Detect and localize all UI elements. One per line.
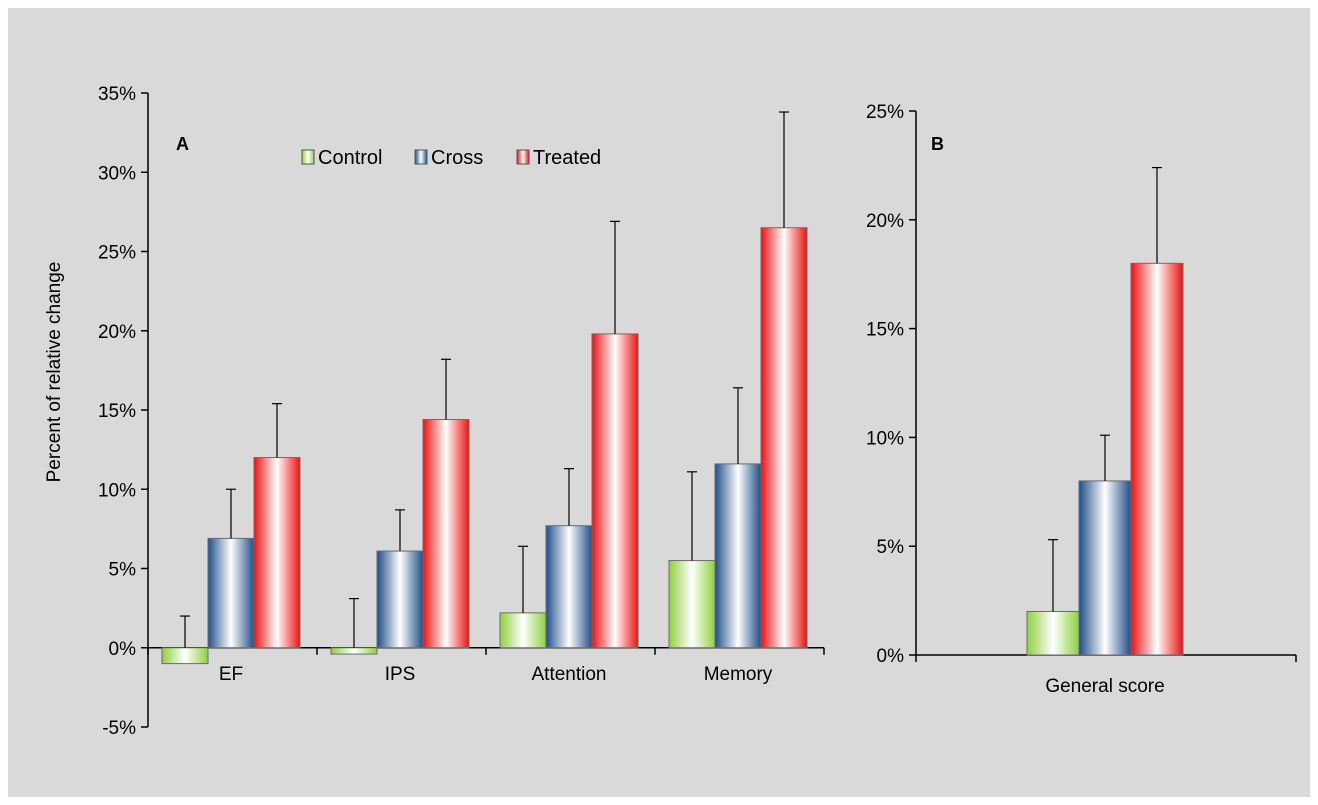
panel-a-bar-control bbox=[161, 647, 209, 665]
panel-b-y-tick-label: 25% bbox=[866, 102, 904, 123]
panel-b-chart: B 0% 5% 10% 15% 20% 25% General score bbox=[866, 102, 1297, 697]
legend-swatch-treated bbox=[516, 149, 530, 165]
chart-background bbox=[8, 8, 1310, 797]
panel-b-y-tick-label: 5% bbox=[877, 537, 905, 558]
legend-swatch-control bbox=[301, 149, 315, 165]
y-axis-title: Percent of relative change bbox=[44, 262, 65, 483]
legend-swatch-cross bbox=[414, 149, 428, 165]
panel-a-bar-cross bbox=[376, 550, 424, 649]
legend: Control Cross Treated bbox=[301, 147, 601, 169]
legend-label-control: Control bbox=[318, 147, 382, 169]
panel-b-bar-treated bbox=[1130, 262, 1184, 656]
panel-b-y-tick-label: 0% bbox=[877, 646, 905, 667]
panel-a-y-tick-label: 15% bbox=[98, 401, 136, 422]
panel-b-label: B bbox=[931, 134, 944, 154]
legend-label-treated: Treated bbox=[533, 147, 601, 169]
panel-a-label: A bbox=[176, 134, 189, 154]
panel-a-bar-treated bbox=[760, 227, 808, 649]
panel-a-y-tick-label: 20% bbox=[98, 322, 136, 343]
panel-b-bar-cross bbox=[1078, 480, 1132, 656]
panel-a-category-label: Memory bbox=[704, 664, 773, 685]
panel-a-bar-control bbox=[330, 647, 378, 655]
panel-b-y-tick-label: 15% bbox=[866, 320, 904, 341]
panel-a-chart: A Percent of relative change Control Cro… bbox=[44, 84, 825, 739]
panel-a-bar-cross bbox=[714, 463, 762, 649]
panel-a-category-label: EF bbox=[219, 664, 243, 685]
panel-b-y-tick-label: 10% bbox=[866, 428, 904, 449]
panel-a-y-tick-label: 0% bbox=[109, 639, 137, 660]
panel-a-category-label: IPS bbox=[385, 664, 416, 685]
panel-b-category-label: General score bbox=[1045, 676, 1164, 697]
panel-a-bar-treated bbox=[422, 419, 470, 649]
panel-a-y-tick-label: -5% bbox=[102, 718, 136, 739]
panel-a-bar-treated bbox=[591, 333, 639, 649]
panel-a-y-tick-label: 5% bbox=[109, 560, 137, 581]
panel-a-y-tick-label: 25% bbox=[98, 243, 136, 264]
legend-label-cross: Cross bbox=[431, 147, 483, 169]
panel-b-bar-control bbox=[1026, 610, 1080, 656]
panel-a-y-tick-label: 10% bbox=[98, 480, 136, 501]
panel-a-bar-treated bbox=[253, 457, 301, 649]
panel-a-bar-control bbox=[668, 560, 716, 649]
panel-a-y-tick-label: 35% bbox=[98, 84, 136, 105]
panel-a-category-label: Attention bbox=[532, 664, 607, 685]
panel-a-y-tick-label: 30% bbox=[98, 163, 136, 184]
panel-a-bar-cross bbox=[207, 537, 255, 649]
panel-a-bar-control bbox=[499, 612, 547, 649]
panel-b-y-tick-label: 20% bbox=[866, 211, 904, 232]
panel-a-bar-cross bbox=[545, 525, 593, 649]
